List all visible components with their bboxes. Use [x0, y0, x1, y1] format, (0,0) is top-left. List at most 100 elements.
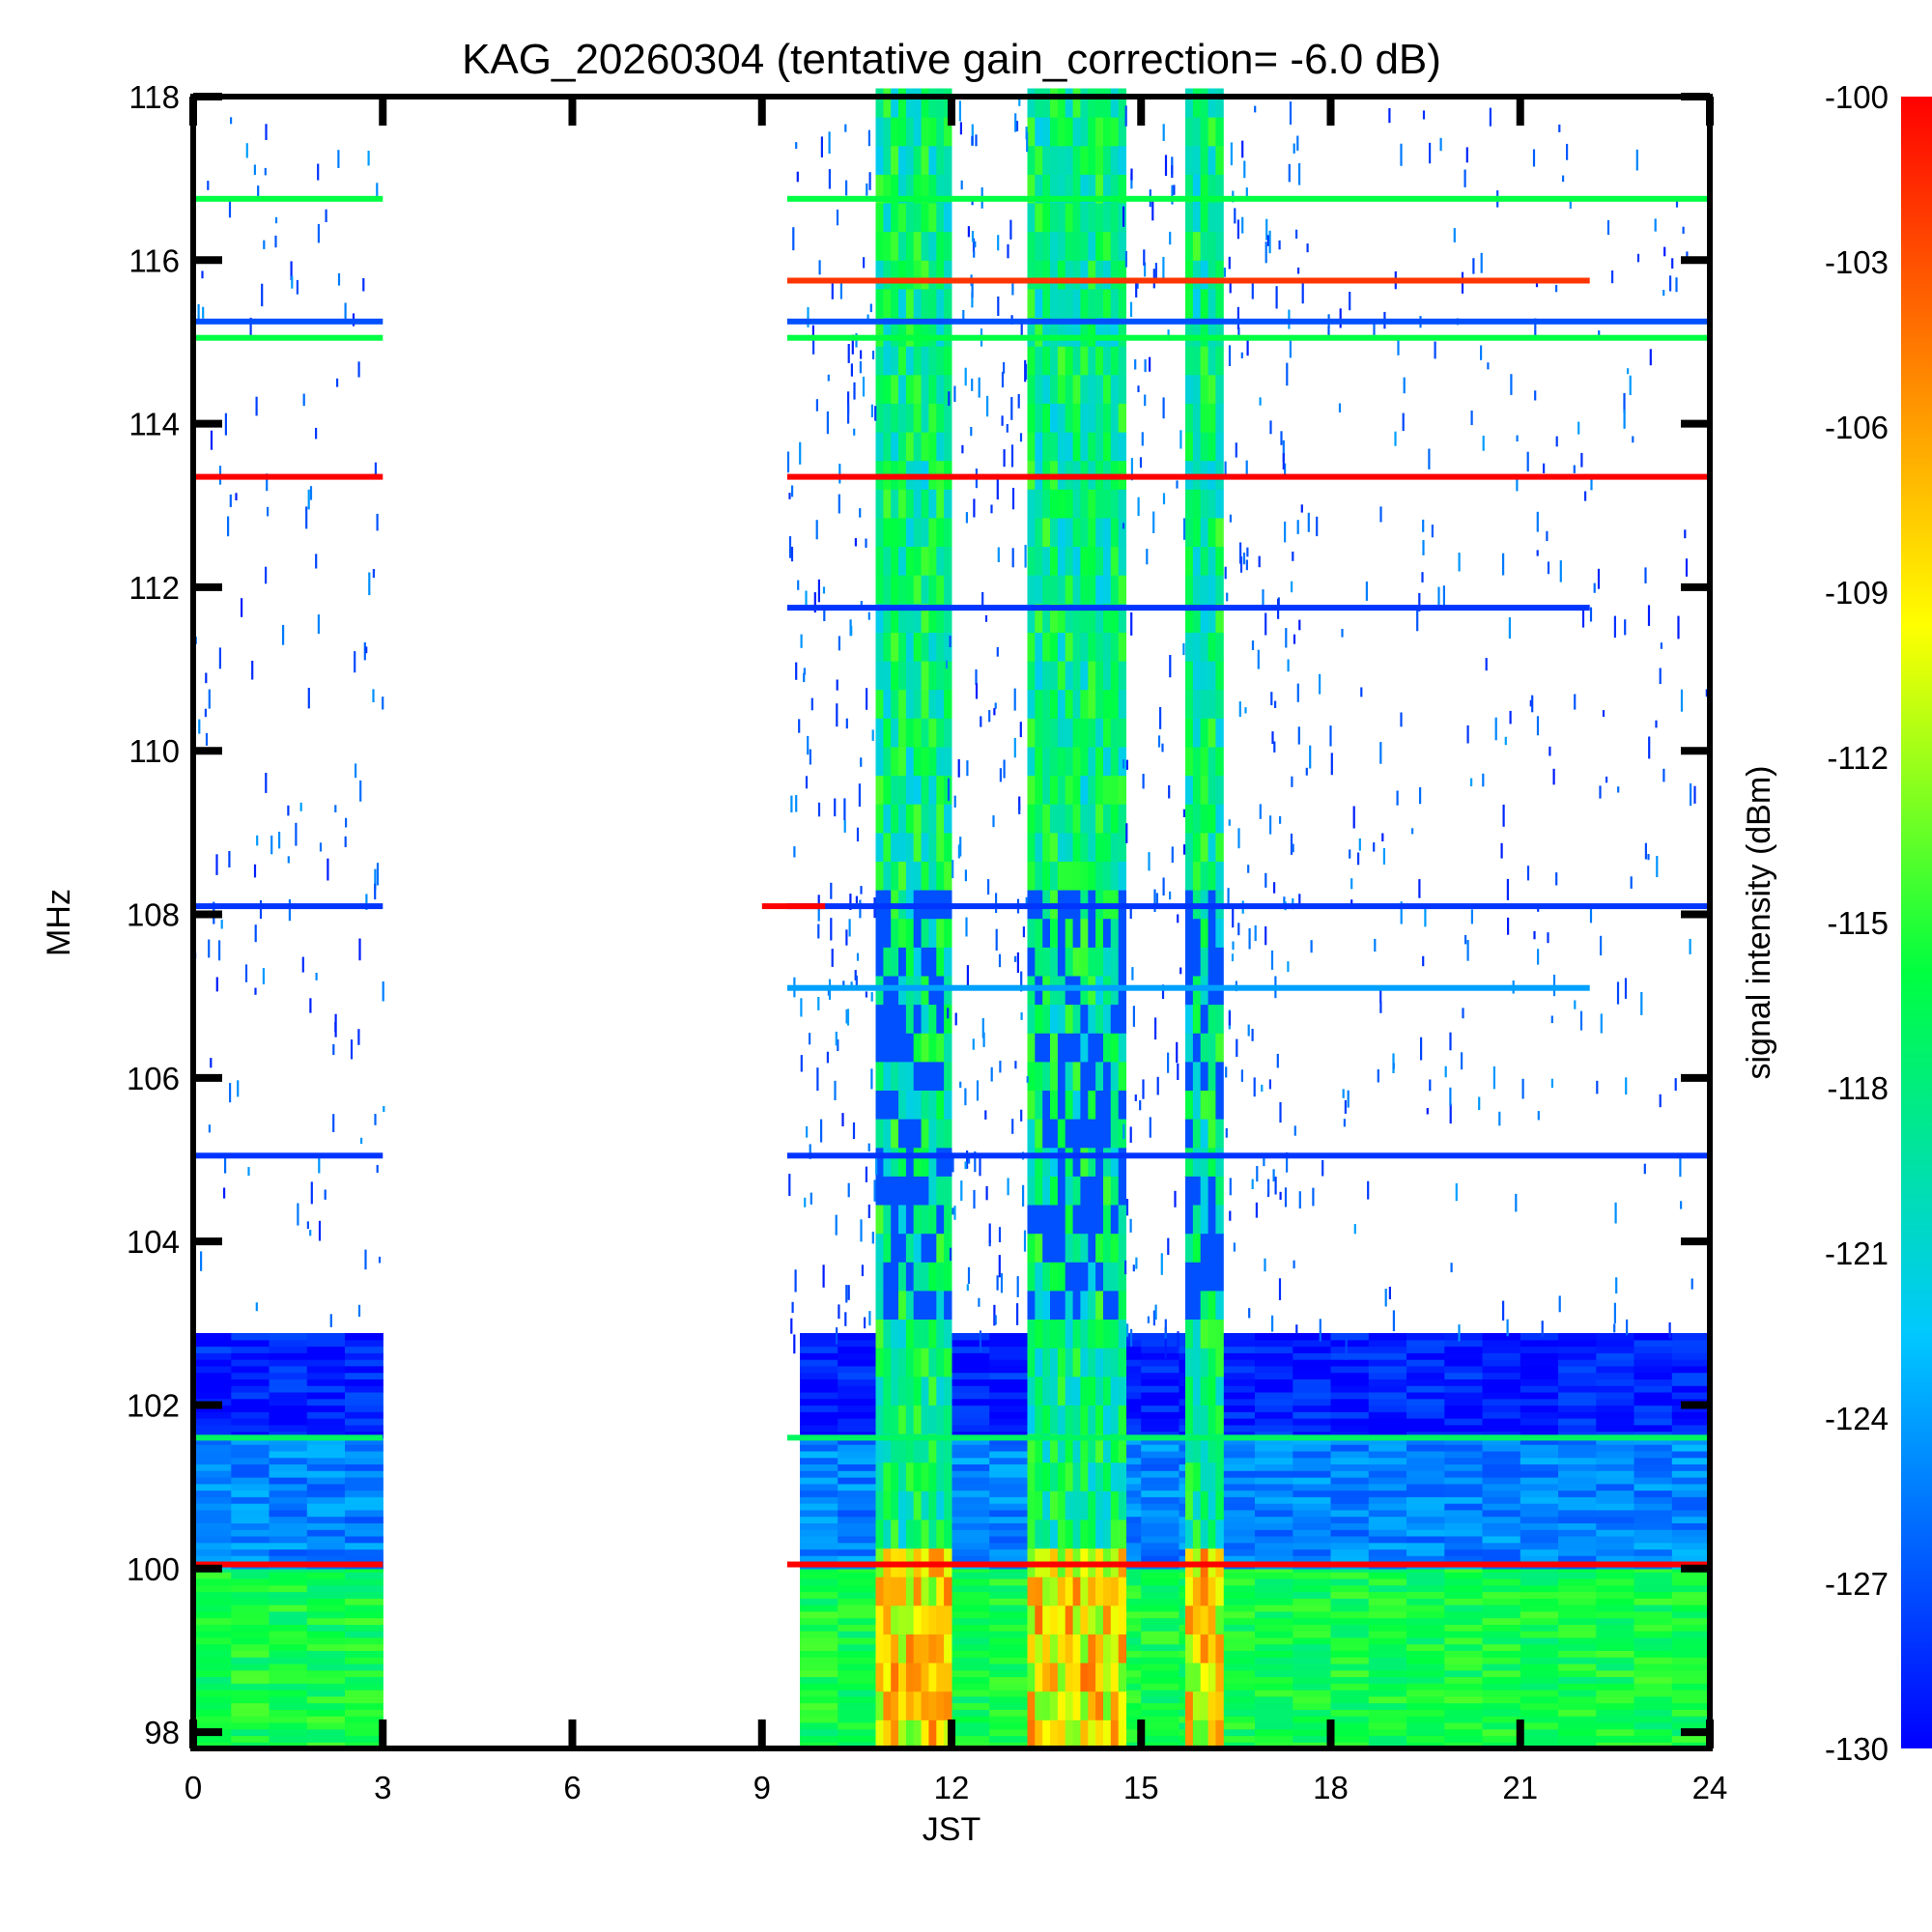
heatmap-cell [1192, 1119, 1202, 1149]
heatmap-cell [875, 403, 884, 433]
heatmap-cell [1035, 603, 1043, 633]
heatmap-cell [1444, 1598, 1484, 1605]
heatmap-cell [1368, 1577, 1407, 1586]
heatmap-cell [1110, 1405, 1120, 1435]
heatmap-cell [1088, 1205, 1096, 1235]
heatmap-cell [913, 1119, 922, 1149]
heatmap-cell [921, 231, 929, 261]
heatmap-cell [345, 1555, 384, 1563]
heatmap-cell [1671, 1450, 1711, 1459]
heatmap-cell [1406, 1483, 1445, 1492]
heatmap-cell [883, 1004, 892, 1034]
heatmap-cell [1065, 1262, 1073, 1292]
heatmap-cell [1013, 737, 1016, 758]
heatmap-cell [928, 1462, 937, 1492]
heatmap-cell [231, 1542, 270, 1550]
heatmap-cell [1057, 403, 1066, 433]
heatmap-cell [1233, 1242, 1236, 1252]
heatmap-cell [1035, 1004, 1043, 1034]
heatmap-cell [231, 1598, 270, 1605]
heatmap-cell [1634, 1398, 1673, 1406]
heatmap-cell [1141, 1690, 1180, 1697]
heatmap-cell [952, 1605, 990, 1612]
heatmap-cell [1368, 1378, 1407, 1386]
heatmap-cell [1057, 1290, 1066, 1320]
heatmap-cell [1330, 1365, 1370, 1374]
heatmap-cell [1050, 718, 1059, 748]
heatmap-cell [1444, 1333, 1484, 1341]
heatmap-cell [1482, 1477, 1521, 1485]
heatmap-cell [944, 346, 952, 376]
heatmap-cell [1088, 1405, 1096, 1435]
heatmap-cell [883, 1090, 892, 1120]
heatmap-cell [891, 1376, 899, 1406]
heatmap-cell [905, 174, 915, 204]
heatmap-cell [1330, 1346, 1370, 1353]
heatmap-cell [345, 1617, 384, 1625]
heatmap-cell [1596, 1542, 1635, 1550]
heatmap-cell [193, 1584, 232, 1593]
heatmap-cell [1228, 1010, 1232, 1026]
heatmap-cell [891, 1462, 899, 1492]
heatmap-cell [1215, 203, 1224, 233]
heatmap-cell [1444, 1657, 1484, 1664]
heatmap-cell [1534, 318, 1537, 339]
heatmap-cell [1118, 1634, 1126, 1663]
heatmap-cell [288, 899, 291, 922]
heatmap-cell [1057, 1520, 1066, 1549]
heatmap-cell [1200, 947, 1208, 977]
heatmap-cell [928, 747, 937, 777]
heatmap-cell [791, 1301, 794, 1314]
heatmap-cell [1216, 1572, 1256, 1579]
heatmap-cell [1200, 1004, 1208, 1034]
heatmap-cell [1368, 1470, 1407, 1478]
heatmap-cell [1110, 632, 1120, 662]
heatmap-cell [848, 919, 851, 937]
heatmap-cell [1161, 743, 1164, 753]
heatmap-cell [989, 1346, 1029, 1353]
x-tick-label: 21 [1502, 1770, 1538, 1805]
heatmap-cell [1236, 306, 1239, 329]
heatmap-cell [1208, 1434, 1216, 1463]
heatmap-cell [1330, 1470, 1370, 1478]
heatmap-cell [306, 1221, 309, 1230]
heatmap-cell [1118, 374, 1126, 404]
heatmap-cell [913, 1634, 922, 1663]
heatmap-cell [1241, 216, 1244, 234]
heatmap-cell [1482, 1663, 1521, 1671]
heatmap-cell [1110, 489, 1120, 519]
heatmap-cell [1368, 1624, 1407, 1632]
heatmap-cell [1035, 747, 1043, 777]
heatmap-cell [1216, 1522, 1256, 1530]
heatmap-cell [1027, 632, 1036, 662]
heatmap-cell [1065, 1147, 1073, 1177]
heatmap-cell [944, 1462, 952, 1492]
heatmap-cell [883, 518, 892, 548]
heatmap-cell [846, 1009, 850, 1026]
heatmap-cell [270, 835, 273, 855]
heatmap-cell [1406, 1391, 1445, 1400]
heatmap-cell [1160, 1253, 1163, 1275]
heatmap-cell [905, 1147, 915, 1177]
heatmap-cell [1200, 1348, 1208, 1378]
heatmap-cell [1200, 1033, 1208, 1063]
heatmap-cell [1015, 121, 1019, 131]
heatmap-cell [1080, 1262, 1089, 1292]
heatmap-cell [800, 1663, 838, 1671]
heatmap-cell [1623, 409, 1626, 429]
heatmap-cell [800, 1605, 838, 1612]
heatmap-cell [952, 1509, 990, 1518]
heatmap-cell [1065, 918, 1073, 948]
heatmap-cell [1596, 1346, 1635, 1353]
heatmap-cell [1293, 1676, 1332, 1684]
x-axis-label: JST [923, 1811, 980, 1848]
heatmap-cell [1406, 1333, 1445, 1341]
heatmap-cell [202, 306, 205, 319]
carrier-line [786, 318, 1710, 325]
heatmap-cell [1026, 131, 1029, 153]
heatmap-cell [786, 451, 790, 473]
heatmap-cell [306, 1624, 346, 1632]
heatmap-cell [1668, 1321, 1671, 1339]
heatmap-cell [345, 1470, 384, 1478]
